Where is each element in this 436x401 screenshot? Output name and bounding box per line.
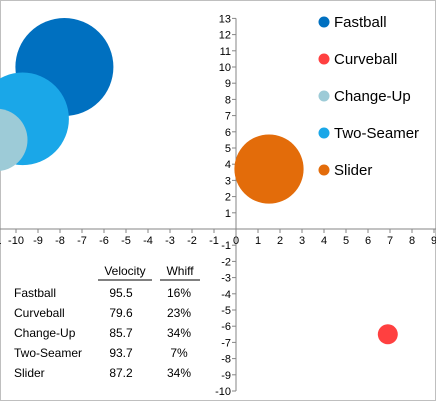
x-tick-label: 7 bbox=[387, 235, 393, 247]
table-cell-pitch: Fastball bbox=[14, 286, 56, 300]
y-tick-label: -3 bbox=[221, 273, 231, 285]
y-tick-label: 12 bbox=[219, 30, 231, 42]
y-tick-label: 10 bbox=[219, 62, 231, 74]
x-tick-label: 6 bbox=[365, 235, 371, 247]
table-cell-pitch: Change-Up bbox=[14, 326, 76, 340]
table-cell-whiff: 34% bbox=[167, 366, 191, 380]
legend-marker-change-up bbox=[318, 90, 330, 102]
table-cell-velocity: 93.7 bbox=[109, 346, 133, 360]
x-tick-label: -10 bbox=[8, 235, 24, 247]
table-header-whiff: Whiff bbox=[166, 264, 194, 278]
legend-marker-curveball bbox=[318, 53, 330, 65]
x-tick-label: 2 bbox=[277, 235, 283, 247]
y-tick-label: 5 bbox=[225, 143, 231, 155]
x-tick-label: -9 bbox=[33, 235, 43, 247]
x-tick-label: 5 bbox=[343, 235, 349, 247]
legend-marker-fastball bbox=[318, 16, 330, 28]
x-tick-label: -8 bbox=[55, 235, 65, 247]
legend-marker-slider bbox=[318, 164, 330, 176]
x-tick-label: -6 bbox=[99, 235, 109, 247]
table-cell-pitch: Slider bbox=[14, 366, 45, 380]
y-tick-label: -1 bbox=[221, 240, 231, 252]
x-tick-label: 0 bbox=[233, 235, 239, 247]
y-tick-label: 11 bbox=[220, 46, 231, 58]
y-tick-label: 2 bbox=[225, 192, 231, 204]
y-tick-label: -10 bbox=[215, 386, 231, 398]
x-tick-label: -2 bbox=[187, 235, 197, 247]
table-cell-velocity: 85.7 bbox=[109, 326, 133, 340]
table-cell-pitch: Curveball bbox=[14, 306, 65, 320]
table-cell-whiff: 23% bbox=[167, 306, 191, 320]
y-tick-label: 13 bbox=[219, 13, 231, 25]
axes: -12-11-10-9-8-7-6-5-4-3-2-10123456789101… bbox=[0, 13, 436, 398]
legend: Fastball Curveball Change-Up Two-Seamer Slid… bbox=[318, 14, 419, 179]
data-table: Velocity Whiff Fastball 95.5 16% Curveball 7… bbox=[14, 264, 200, 380]
y-tick-label: 3 bbox=[225, 175, 231, 187]
table-cell-velocity: 95.5 bbox=[109, 286, 133, 300]
x-tick-label: 1 bbox=[255, 235, 261, 247]
y-tick-label: -2 bbox=[221, 256, 231, 268]
y-tick-label: 6 bbox=[225, 127, 231, 139]
y-tick-label: 4 bbox=[225, 159, 231, 171]
legend-marker-two-seamer bbox=[318, 127, 330, 139]
x-tick-label: -11 bbox=[0, 235, 2, 247]
table-header-velocity: Velocity bbox=[104, 264, 145, 278]
x-tick-label: 3 bbox=[299, 235, 305, 247]
table-cell-pitch: Two-Seamer bbox=[14, 346, 82, 360]
y-tick-label: -9 bbox=[221, 370, 231, 382]
bubbles bbox=[0, 18, 398, 345]
y-tick-label: -7 bbox=[221, 337, 231, 349]
y-tick-label: -6 bbox=[221, 321, 231, 333]
legend-label-fastball: Fastball bbox=[334, 14, 387, 31]
table-cell-velocity: 87.2 bbox=[109, 366, 133, 380]
y-tick-label: -5 bbox=[221, 305, 231, 317]
bubble-slider bbox=[234, 134, 304, 204]
x-tick-label: 4 bbox=[321, 235, 327, 247]
table-cell-velocity: 79.6 bbox=[109, 306, 133, 320]
y-tick-label: 1 bbox=[225, 208, 231, 220]
table-cell-whiff: 34% bbox=[167, 326, 191, 340]
x-tick-label: -1 bbox=[209, 235, 219, 247]
legend-label-change-up: Change-Up bbox=[334, 88, 411, 105]
y-tick-label: 7 bbox=[225, 111, 231, 123]
y-tick-label: 9 bbox=[225, 78, 231, 90]
bubble-change-up bbox=[0, 108, 28, 171]
bubble-curveball bbox=[377, 324, 398, 345]
x-tick-label: -3 bbox=[165, 235, 175, 247]
legend-label-slider: Slider bbox=[334, 162, 372, 179]
table-cell-whiff: 16% bbox=[167, 286, 191, 300]
legend-label-curveball: Curveball bbox=[334, 51, 397, 68]
x-tick-label: 8 bbox=[409, 235, 415, 247]
legend-label-two-seamer: Two-Seamer bbox=[334, 125, 419, 142]
x-tick-label: 9 bbox=[431, 235, 436, 247]
y-tick-label: -4 bbox=[221, 289, 231, 301]
y-tick-label: -8 bbox=[221, 354, 231, 366]
x-tick-label: -4 bbox=[143, 235, 153, 247]
table-cell-whiff: 7% bbox=[170, 346, 188, 360]
y-tick-label: 8 bbox=[225, 94, 231, 106]
x-tick-label: -5 bbox=[121, 235, 131, 247]
x-tick-label: -7 bbox=[77, 235, 87, 247]
